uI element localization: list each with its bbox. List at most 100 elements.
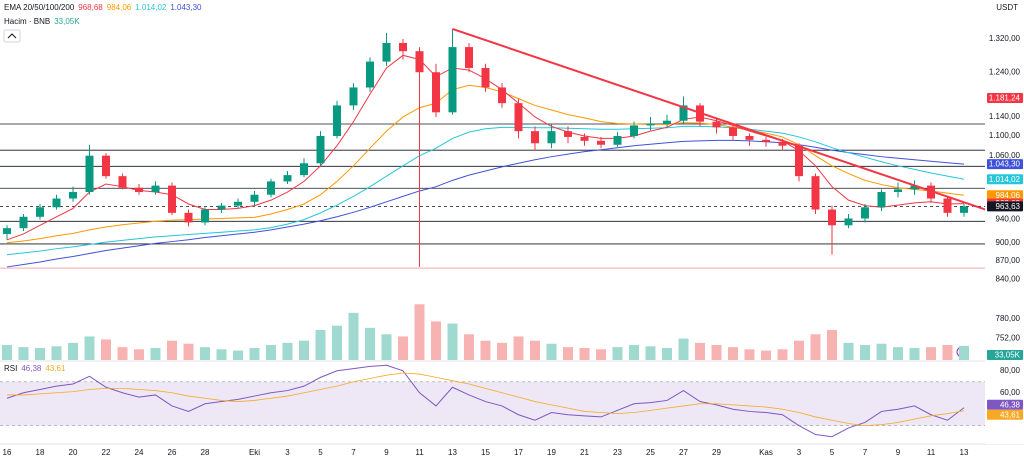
volume-bar xyxy=(2,345,12,360)
candle-body xyxy=(861,207,869,219)
ema-price-label-box xyxy=(987,174,1023,185)
x-tick-label: 18 xyxy=(36,448,45,457)
x-tick-label: 29 xyxy=(712,448,721,457)
candle-body xyxy=(531,131,539,144)
candle-body xyxy=(811,176,820,210)
x-tick-label: 13 xyxy=(960,448,969,457)
volume-bar xyxy=(35,348,45,360)
volume-bar xyxy=(893,347,903,360)
candle-body xyxy=(3,228,11,234)
ema-line xyxy=(6,139,965,268)
trendline xyxy=(452,28,986,211)
volume-bar xyxy=(513,336,524,360)
candle-body xyxy=(85,155,94,193)
candle-body xyxy=(432,72,440,113)
currency: USDT xyxy=(996,3,1018,12)
volume-bar xyxy=(414,304,425,360)
candle-body xyxy=(135,187,143,193)
ema-price-label-box xyxy=(987,159,1023,170)
volume-bar xyxy=(629,345,639,360)
candle-body xyxy=(498,87,506,104)
volume-bar xyxy=(926,347,936,360)
chevron-icon xyxy=(7,33,17,39)
y-tick-label: 1.240,00 xyxy=(989,67,1021,76)
volume-bar xyxy=(959,345,969,360)
candle-body xyxy=(349,87,358,106)
candle-body xyxy=(151,185,160,193)
candle-body xyxy=(580,136,589,141)
volume-bar xyxy=(843,342,854,360)
volume-bar xyxy=(398,336,408,360)
volume-legend: Hacim · BNB 33,05K xyxy=(4,17,84,26)
x-tick-label: Eki xyxy=(249,448,260,457)
ema-price-label-box xyxy=(987,190,1023,201)
candle-body xyxy=(481,67,490,88)
x-tick-label: 25 xyxy=(646,448,655,457)
x-tick-label: 9 xyxy=(384,448,389,457)
x-tick-label: 24 xyxy=(135,448,144,457)
candle-body xyxy=(448,47,457,113)
candle-body xyxy=(415,51,424,73)
volume-bar xyxy=(249,348,260,360)
candle-body xyxy=(630,125,638,136)
volume-bar xyxy=(497,342,507,360)
candle-body xyxy=(844,218,853,226)
candle-body xyxy=(333,105,341,136)
ema-value: 1.014,02 xyxy=(135,3,167,12)
x-tick-label: 28 xyxy=(201,448,210,457)
candle-body xyxy=(366,61,374,88)
volume-bar xyxy=(150,348,161,360)
x-tick-label: 3 xyxy=(285,448,290,457)
x-tick-label: Kas xyxy=(759,448,773,457)
x-tick-label: 21 xyxy=(580,448,589,457)
volume-bar xyxy=(315,330,326,360)
rsi-legend: RSI 46,38 43,61 xyxy=(4,364,69,373)
candle-body xyxy=(234,201,242,206)
candle-body xyxy=(399,43,407,52)
volume-bar xyxy=(332,325,342,360)
volume-bar xyxy=(579,348,590,360)
last-price-label: 963,63 xyxy=(996,202,1021,211)
rsi-price-label-box xyxy=(987,409,1023,420)
volume-bar xyxy=(596,349,606,360)
candle-body xyxy=(184,212,193,223)
ema-value: 984,06 xyxy=(106,3,132,12)
collapse-button[interactable] xyxy=(3,29,21,43)
volume-value: 33,05K xyxy=(54,17,80,26)
ema-legend: EMA 20/50/100/200 968,68 984,06 1.014,02 1.0… xyxy=(4,3,206,12)
candle-body xyxy=(646,124,655,126)
x-tick-label: 11 xyxy=(927,448,936,457)
volume-bar xyxy=(909,348,920,360)
price-axis-bg xyxy=(985,0,1024,444)
y-tick-label: 840,00 xyxy=(996,275,1021,284)
x-tick-label: 11 xyxy=(415,448,424,457)
ema-line xyxy=(6,125,965,256)
volume-bar xyxy=(761,350,771,360)
candle-body xyxy=(250,194,259,202)
rsi-tick-label: 80,00 xyxy=(1000,366,1021,375)
volume-bar xyxy=(464,334,474,360)
marker-label: 1.181,24 xyxy=(989,94,1021,103)
volume-bar xyxy=(546,343,557,360)
volume-bar xyxy=(662,348,672,360)
candle-body xyxy=(283,175,292,182)
volume-bar xyxy=(299,340,309,360)
candle-body xyxy=(745,135,754,140)
volume-bar xyxy=(101,339,111,360)
volume-bar xyxy=(794,340,804,360)
volume-bar xyxy=(876,343,887,360)
candle-body xyxy=(382,43,391,62)
y-tick-label: 940,00 xyxy=(996,215,1021,224)
volume-bar xyxy=(777,349,788,360)
y-tick-label: 870,00 xyxy=(996,256,1021,265)
candle-body xyxy=(168,185,176,213)
candle-body xyxy=(201,209,209,223)
volume-bar xyxy=(810,334,821,360)
x-tick-label: 13 xyxy=(448,448,457,457)
candle-body xyxy=(663,120,671,125)
volume-bar xyxy=(728,347,738,360)
candle-body xyxy=(465,47,473,68)
candle-body xyxy=(613,135,622,145)
rsi-line xyxy=(6,364,965,438)
